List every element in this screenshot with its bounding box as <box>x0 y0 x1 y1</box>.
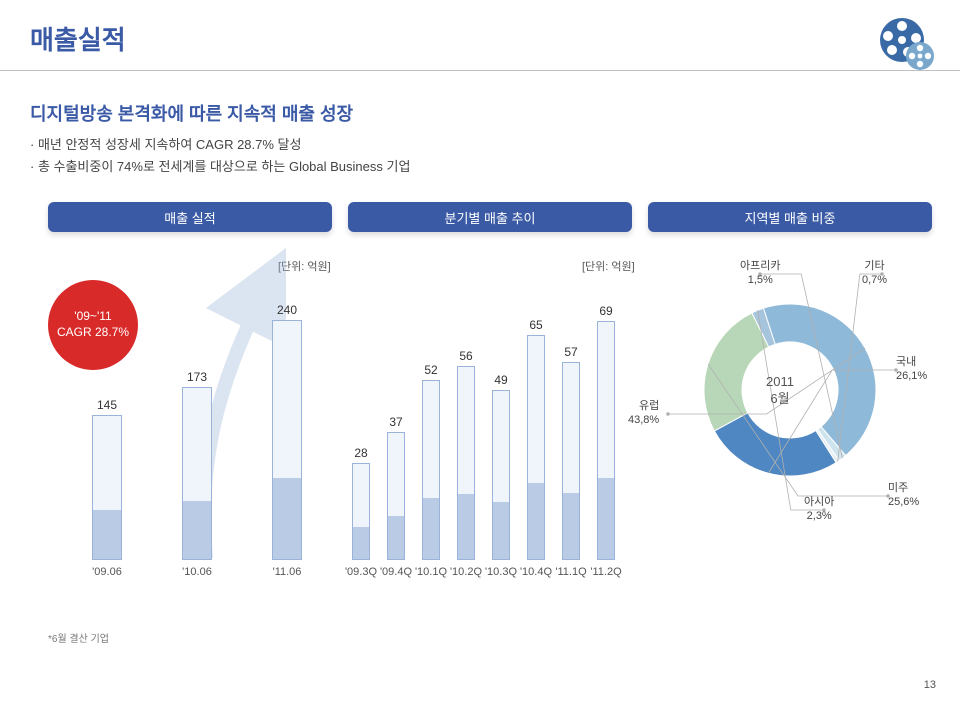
donut-slice-label: 미주25,6% <box>888 482 919 510</box>
bar: 28 <box>352 463 370 560</box>
bar: 69 <box>597 321 615 560</box>
bar: 145 <box>92 415 122 560</box>
bar-value: 240 <box>277 303 297 317</box>
footnote: *6월 결산 기업 <box>48 630 109 645</box>
bar: 57 <box>562 362 580 560</box>
bar: 52 <box>422 380 440 560</box>
bar: 173 <box>182 387 212 560</box>
bar: 240 <box>272 320 302 560</box>
intro-bullet: · 매년 안정적 성장세 지속하여 CAGR 28.7% 달성 <box>30 134 410 156</box>
donut-slice <box>714 413 836 476</box>
section-pill-sales: 매출 실적 <box>48 202 332 232</box>
bar: 37 <box>387 432 405 560</box>
bar-category: '10.2Q <box>450 566 482 578</box>
bar-value: 57 <box>564 345 577 359</box>
bar-category: '11.1Q <box>555 566 586 578</box>
intro-bullet: · 총 수출비중이 74%로 전세계를 대상으로 하는 Global Busin… <box>30 156 410 178</box>
section-pill-quarterly: 분기별 매출 추이 <box>348 202 632 232</box>
intro-headline: 디지털방송 본격화에 따른 지속적 매출 성장 <box>30 100 353 126</box>
intro-bullets: · 매년 안정적 성장세 지속하여 CAGR 28.7% 달성 · 총 수출비중… <box>30 134 410 178</box>
page-number: 13 <box>924 679 936 691</box>
bar-category: '09.4Q <box>380 566 412 578</box>
donut-slice-label: 국내26,1% <box>896 356 927 384</box>
bar: 65 <box>527 335 545 560</box>
section-pill-region: 지역별 매출 비중 <box>648 202 932 232</box>
bar-category: '09.06 <box>92 566 122 578</box>
donut-slice-label: 유럽43,8% <box>628 400 659 428</box>
bar-category: '10.3Q <box>485 566 517 578</box>
bar-value: 145 <box>97 398 117 412</box>
bar-value: 37 <box>389 415 402 429</box>
bar-value: 65 <box>529 318 542 332</box>
quarterly-bar-chart: 28 '09.3Q 37 '09.4Q 52 '10.1Q 56 '10.2Q 49 '10.3Q… <box>348 280 632 590</box>
chart2-unit: [단위: 억원] <box>582 258 635 274</box>
annual-bar-chart: '09~'11 CAGR 28.7% 145'09.06173'10.06240… <box>48 280 332 590</box>
bar-value: 28 <box>354 446 367 460</box>
bar-category: '11.06 <box>273 566 302 578</box>
bar-value: 69 <box>599 304 612 318</box>
bar-category: '09.3Q <box>345 566 377 578</box>
bar-value: 173 <box>187 370 207 384</box>
header-divider <box>0 70 960 71</box>
donut-slice-label: 기타0,7% <box>862 260 887 288</box>
bar: 56 <box>457 366 475 560</box>
bar-category: '10.1Q <box>415 566 447 578</box>
bar-value: 49 <box>494 373 507 387</box>
bar-category: '10.06 <box>182 566 212 578</box>
chart1-unit: [단위: 억원] <box>278 258 331 274</box>
page-title: 매출실적 <box>30 20 126 57</box>
region-donut-chart: 20116월유럽43,8%아프리카1,5%기타0,7%국내26,1%미주25,6… <box>648 260 932 520</box>
bar-value: 56 <box>459 349 472 363</box>
bar-category: '11.2Q <box>590 566 621 578</box>
donut-slice-label: 아시아2,3% <box>804 496 834 524</box>
bar-category: '10.4Q <box>520 566 552 578</box>
bar: 49 <box>492 390 510 560</box>
film-reel-icon <box>872 10 936 74</box>
donut-slice-label: 아프리카1,5% <box>740 260 780 288</box>
donut-center-label: 20116월 <box>766 374 794 408</box>
bar-value: 52 <box>424 363 437 377</box>
